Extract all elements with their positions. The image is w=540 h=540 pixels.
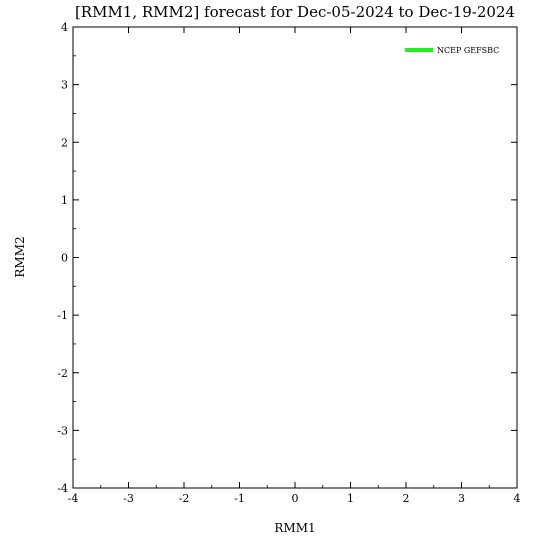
x-tick-label: -1 [234,492,245,505]
y-tick-label: -3 [57,424,68,437]
y-tick-label: -2 [57,367,68,380]
x-tick-label: -2 [179,492,190,505]
plot-axes: -4-4 -3 -3 -2 -2 -1 -1 0 0 1 1 2 2 3 3 4 4 [57,21,520,505]
y-axis-label: RMM2 [13,236,27,277]
chart-title: [RMM1, RMM2] forecast for Dec-05-2024 to… [75,3,515,21]
y-tick-label: 2 [61,136,68,149]
x-tick-label: 1 [347,492,354,505]
x-tick-label: -3 [123,492,134,505]
x-tick-label: 4 [514,492,521,505]
x-tick-label: 3 [458,492,465,505]
y-tick-label: 3 [61,79,68,92]
x-axis-label: RMM1 [274,521,315,535]
legend: NCEP GEFSBC [405,46,499,55]
legend-label: NCEP GEFSBC [437,46,499,55]
x-tick-label: -4 [68,492,79,505]
plot-area [73,27,517,488]
y-tick-label: 0 [61,252,68,265]
y-tick-label: 1 [61,194,68,207]
y-tick-label: -4 [57,482,68,495]
x-tick-label: 2 [403,492,410,505]
y-tick-label: 4 [61,21,68,34]
x-tick-label: 0 [292,492,299,505]
y-tick-label: -1 [57,309,68,322]
